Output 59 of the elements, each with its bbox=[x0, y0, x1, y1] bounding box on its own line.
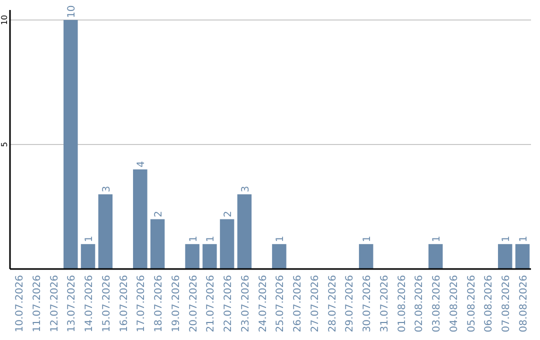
bar bbox=[64, 20, 78, 269]
bar bbox=[202, 244, 217, 269]
x-tick-label: 13.07.2026 bbox=[66, 275, 78, 332]
data-label: 10 bbox=[66, 5, 78, 18]
x-tick-label: 16.07.2026 bbox=[118, 275, 130, 332]
data-label: 2 bbox=[154, 210, 165, 218]
x-tick-label: 29.07.2026 bbox=[344, 275, 356, 332]
x-tick-label: 27.07.2026 bbox=[310, 275, 321, 332]
x-tick-label: 08.08.2026 bbox=[518, 275, 530, 332]
x-tick-label: 23.07.2026 bbox=[240, 275, 252, 332]
data-label: 2 bbox=[223, 210, 234, 218]
x-tick-label: 31.07.2026 bbox=[379, 275, 390, 332]
bar bbox=[498, 244, 512, 269]
x-tick-label: 24.07.2026 bbox=[258, 275, 269, 332]
x-tick-label: 10.07.2026 bbox=[14, 275, 26, 332]
x-tick-label: 28.07.2026 bbox=[327, 275, 338, 332]
x-tick-label: 18.07.2026 bbox=[154, 275, 165, 332]
bar bbox=[185, 244, 200, 269]
x-tick-label: 20.07.2026 bbox=[188, 275, 200, 332]
data-label: 1 bbox=[432, 236, 443, 242]
bar bbox=[150, 219, 165, 269]
data-label: 1 bbox=[275, 236, 286, 242]
x-tick-label: 21.07.2026 bbox=[206, 275, 217, 332]
x-tick-label: 26.07.2026 bbox=[292, 275, 304, 332]
x-tick-label: 11.07.2026 bbox=[32, 275, 43, 332]
x-tick-label: 30.07.2026 bbox=[362, 275, 374, 332]
x-tick-label: 12.07.2026 bbox=[49, 275, 60, 332]
data-label: 3 bbox=[240, 186, 252, 192]
data-label: 1 bbox=[206, 236, 217, 242]
x-tick-label: 01.08.2026 bbox=[396, 275, 408, 332]
data-label: 1 bbox=[84, 236, 96, 242]
bar bbox=[358, 244, 374, 269]
x-tick-label: 07.08.2026 bbox=[501, 275, 512, 332]
bar bbox=[272, 244, 286, 269]
bar bbox=[428, 244, 443, 269]
bar bbox=[220, 219, 234, 269]
y-tick-label: 5 bbox=[0, 142, 9, 148]
data-label: 4 bbox=[136, 161, 148, 168]
x-tick-label: 04.08.2026 bbox=[448, 275, 460, 332]
data-label: 3 bbox=[101, 186, 112, 192]
x-tick-label: 02.08.2026 bbox=[414, 275, 426, 332]
bar bbox=[133, 169, 148, 269]
data-label: 1 bbox=[362, 236, 374, 242]
x-tick-label: 05.08.2026 bbox=[466, 275, 478, 332]
x-tick-label: 17.07.2026 bbox=[136, 275, 148, 332]
x-tick-label: 19.07.2026 bbox=[170, 275, 182, 332]
x-tick-label: 06.08.2026 bbox=[484, 275, 495, 332]
bar bbox=[80, 244, 96, 269]
data-label: 1 bbox=[188, 236, 200, 242]
x-tick-label: 22.07.2026 bbox=[223, 275, 234, 332]
bar bbox=[237, 194, 252, 269]
x-tick-label: 15.07.2026 bbox=[101, 275, 112, 332]
x-tick-label: 03.08.2026 bbox=[432, 275, 443, 332]
x-tick-label: 25.07.2026 bbox=[275, 275, 286, 332]
bar bbox=[98, 194, 113, 269]
bar bbox=[515, 244, 530, 269]
data-label: 1 bbox=[501, 236, 512, 242]
data-label: 1 bbox=[518, 236, 530, 242]
x-tick-label: 14.07.2026 bbox=[84, 275, 96, 332]
